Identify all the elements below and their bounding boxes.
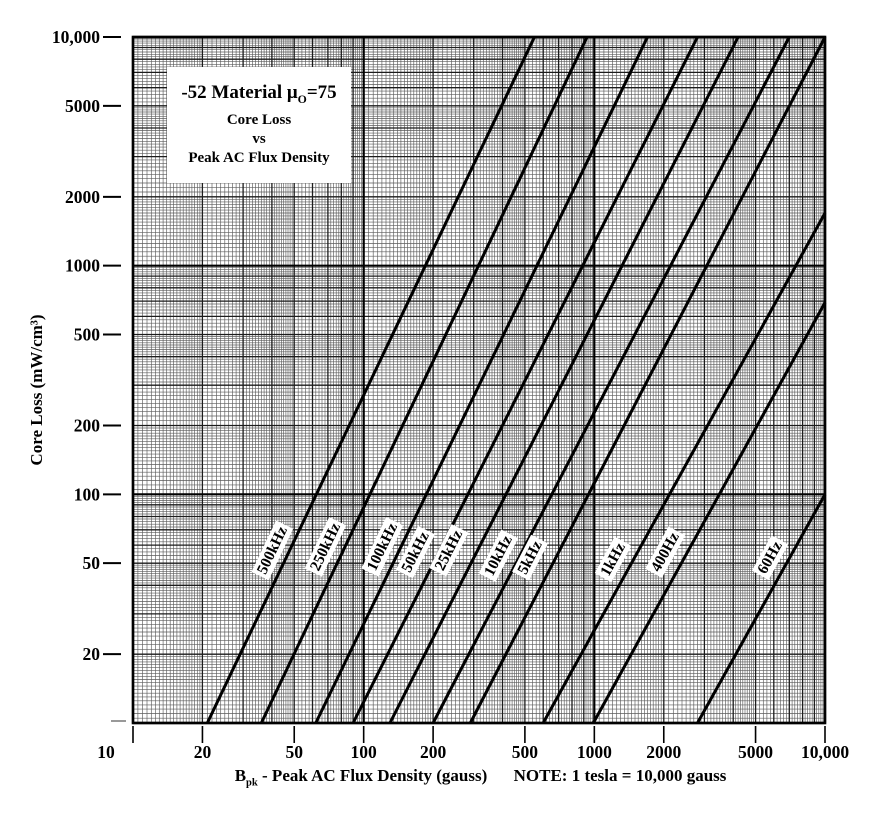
frequency-label-patch-500kHz (251, 520, 294, 581)
y-tick-label-1000: 1000 (65, 256, 100, 276)
frequency-line-label-250kHz: 250kHz (304, 517, 347, 577)
chart-title-line3: vs (252, 131, 266, 148)
x-tick-label-20: 20 (194, 742, 212, 762)
frequency-label-text-25kHz: 25kHz (432, 527, 467, 573)
x-tick-label-5000: 5000 (738, 742, 773, 762)
y-tick-label-20: 20 (83, 644, 101, 664)
x-tick-label-500: 500 (512, 742, 539, 762)
tesla-gauss-note: NOTE: 1 tesla = 10,000 gauss (513, 766, 727, 785)
frequency-line-60Hz (696, 493, 827, 724)
plot-frame (131, 35, 827, 725)
x-tick-label-50: 50 (285, 742, 303, 762)
frequency-line-100kHz (314, 36, 649, 724)
x-tick-label-100: 100 (351, 742, 378, 762)
frequency-label-patch-50kHz (395, 525, 436, 579)
frequency-label-patch-25kHz (429, 524, 469, 577)
chart-title-line4: Peak AC Flux Density (188, 150, 330, 167)
frequency-line-10kHz (431, 36, 791, 724)
x-tick-label-1000: 1000 (577, 742, 612, 762)
chart-title-line1: -52 Material μO=75 (181, 81, 337, 106)
y-axis-title: Core Loss (mW/cm³) (27, 314, 46, 466)
frequency-line-5kHz (468, 36, 827, 724)
frequency-label-text-500kHz: 500kHz (254, 524, 291, 577)
x-tick-label-200: 200 (420, 742, 447, 762)
frequency-line-label-25kHz: 25kHz (429, 524, 469, 577)
frequency-line-500kHz (205, 36, 536, 724)
frequency-line-1kHz (541, 212, 827, 724)
frequency-line-250kHz (259, 36, 589, 724)
frequency-label-patch-60Hz (751, 535, 789, 580)
frequency-label-patch-1kHz (594, 536, 632, 583)
mu-symbol: μ (286, 81, 298, 103)
chart-title-line2: Core Loss (226, 112, 292, 129)
x-tick-label-10000: 10,000 (801, 742, 849, 762)
x-tick-label-2000: 2000 (646, 742, 681, 762)
y-tick-label-50: 50 (83, 553, 101, 573)
y-tick-label-10000: 10,000 (52, 27, 100, 47)
frequency-label-patch-250kHz (304, 517, 347, 577)
frequency-line-400Hz (592, 301, 827, 724)
chart-title-box: -52 Material μO=75 Core Loss vs Peak AC … (167, 67, 351, 183)
frequency-label-patch-10kHz (478, 529, 519, 582)
x-axis-title: Bpk - Peak AC Flux Density (gauss) (234, 766, 488, 789)
frequency-line-25kHz (388, 36, 740, 724)
grid-integer-lines (133, 37, 825, 723)
y-tick-label-5000: 5000 (65, 96, 100, 116)
frequency-label-patch-5kHz (512, 534, 549, 581)
y-tick-label-200: 200 (74, 415, 101, 435)
y-tick-label-2000: 2000 (65, 187, 100, 207)
frequency-label-patch-400Hz (645, 526, 686, 578)
y-tick-label-500: 500 (74, 325, 101, 345)
frequency-line-50kHz (351, 36, 699, 724)
frequency-label-text-100kHz: 100kHz (364, 520, 401, 573)
y-tick-label-100: 100 (74, 484, 101, 504)
corner-tick-label: 10 (97, 742, 115, 762)
frequency-label-patch-100kHz (361, 517, 404, 577)
frequency-line-label-60Hz: 60Hz (751, 535, 789, 580)
